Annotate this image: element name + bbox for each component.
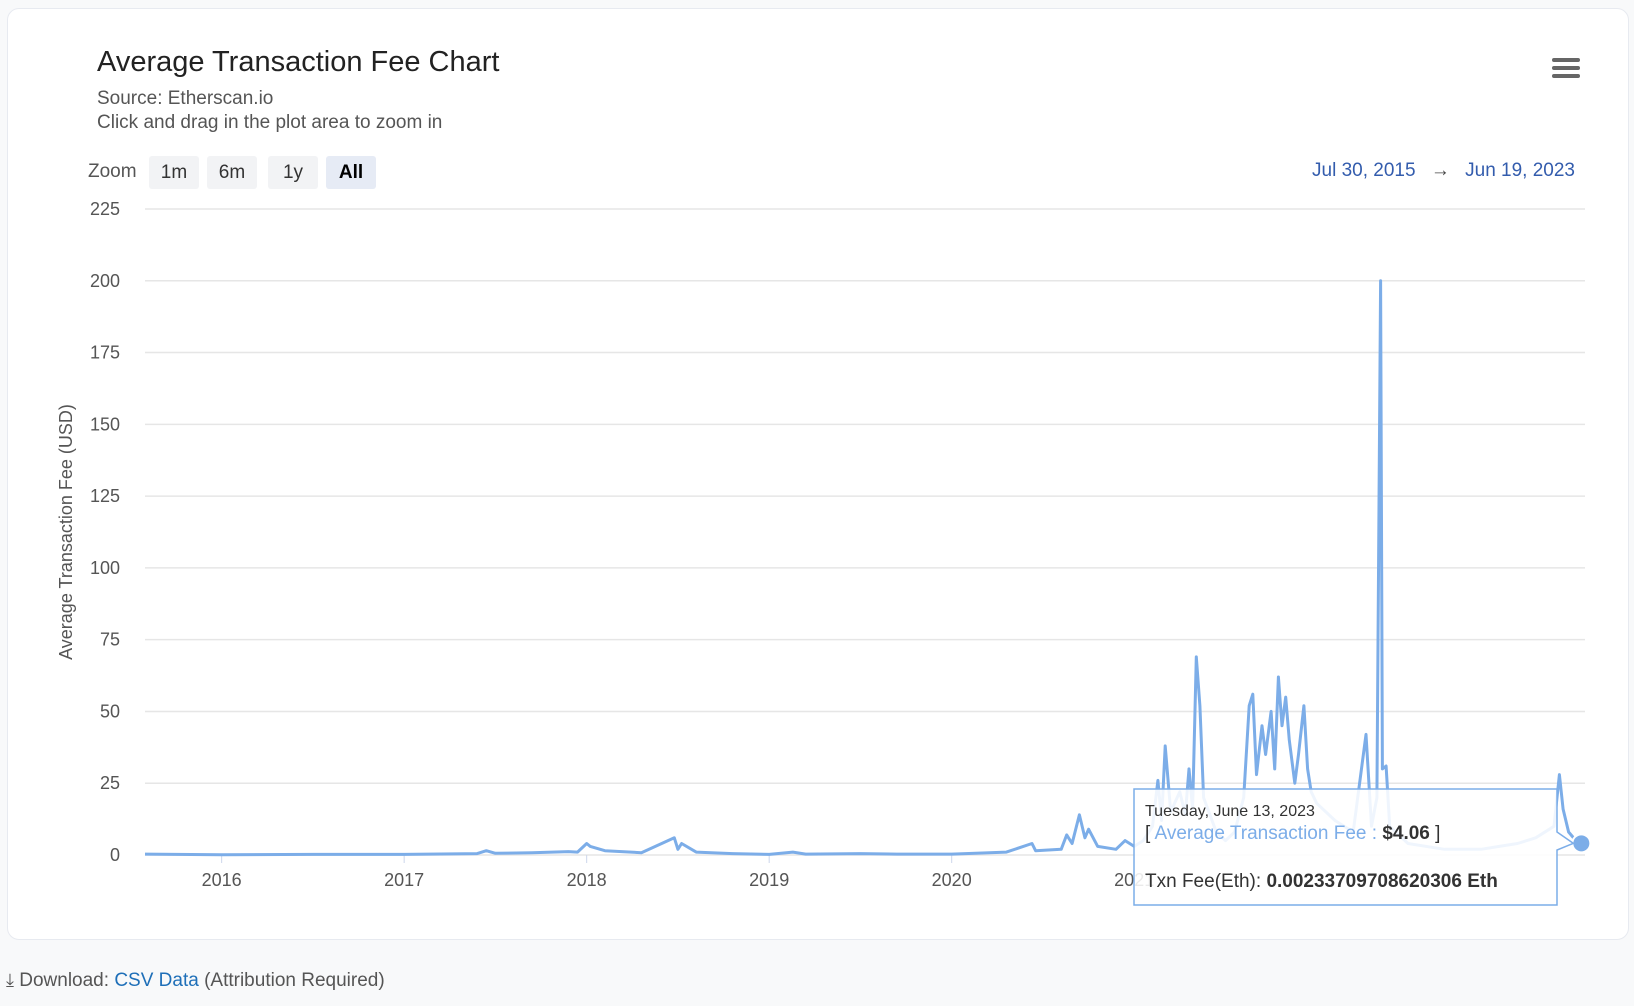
tooltip-prefix: [ — [1145, 823, 1151, 844]
tooltip-separator: : — [1372, 823, 1377, 844]
zoom-label: Zoom — [88, 161, 137, 182]
y-tick-label: 75 — [100, 630, 120, 650]
zoom-button[interactable]: 1y — [268, 156, 318, 189]
tooltip-line: Txn Fee(Eth): 0.00233709708620306 Eth — [1145, 871, 1498, 892]
tooltip-value-label: $4.06 — [1382, 823, 1430, 844]
y-tick-label: 100 — [90, 558, 120, 578]
range-arrow: → — [1430, 160, 1450, 181]
plot: 0 25 50 75 100 125 150 175 200 225 2016 2017 2018 201… — [56, 199, 1592, 906]
tooltip-suffix: ] — [1435, 823, 1440, 844]
attribution: (Attribution Required) — [204, 970, 385, 991]
zoom-button[interactable]: All — [326, 156, 376, 189]
chart-title: Average Transaction Fee Chart — [97, 46, 500, 78]
y-tick-label: 200 — [90, 271, 120, 291]
subtitle: Click and drag in the plot area to zoom … — [97, 112, 443, 133]
tooltip: Tuesday, June 13, 2023 [ Average Transact… — [1133, 788, 1575, 906]
download-label: Download: — [19, 970, 110, 991]
tooltip-extra-value: 0.00233709708620306 Eth — [1266, 871, 1497, 892]
y-tick-label: 175 — [90, 343, 120, 363]
range-from[interactable]: Jul 30, 2015 — [1312, 160, 1416, 181]
date-range: Jul 30, 2015 → Jun 19, 2023 — [1312, 160, 1575, 182]
tooltip-date: Tuesday, June 13, 2023 — [1145, 803, 1315, 820]
range-to[interactable]: Jun 19, 2023 — [1465, 160, 1575, 181]
y-tick-label: 0 — [110, 845, 120, 865]
subtitle: Source: Etherscan.io — [97, 88, 274, 109]
tooltip-line: [ Average Transaction Fee : $4.06 ] — [1145, 823, 1440, 844]
zoom-button[interactable]: 1m — [149, 156, 199, 189]
y-axis-title: Average Transaction Fee (USD) — [56, 404, 76, 660]
zoom-button[interactable]: 6m — [207, 156, 257, 189]
x-tick-label: 2020 — [932, 870, 972, 890]
csv-link[interactable]: CSV Data — [114, 970, 199, 991]
download-icon: ⤓ — [6, 970, 14, 990]
tooltip-extra-label: Txn Fee(Eth): — [1145, 871, 1261, 892]
x-tick-label: 2019 — [749, 870, 789, 890]
y-tick-label: 125 — [90, 486, 120, 506]
menu-icon[interactable] — [1552, 56, 1582, 80]
y-tick-label: 50 — [100, 701, 120, 721]
y-tick-label: 225 — [90, 199, 120, 219]
x-tick-label: 2017 — [384, 870, 424, 890]
hover-marker — [1571, 833, 1592, 854]
x-tick-label: 2018 — [567, 870, 607, 890]
y-tick-label: 150 — [90, 414, 120, 434]
footer: ⤓ Download: CSV Data (Attribution Requir… — [6, 970, 385, 992]
y-tick-label: 25 — [100, 773, 120, 793]
tooltip-box — [1133, 788, 1575, 906]
x-tick-label: 2016 — [202, 870, 242, 890]
tooltip-name: Average Transaction Fee — [1155, 823, 1367, 844]
